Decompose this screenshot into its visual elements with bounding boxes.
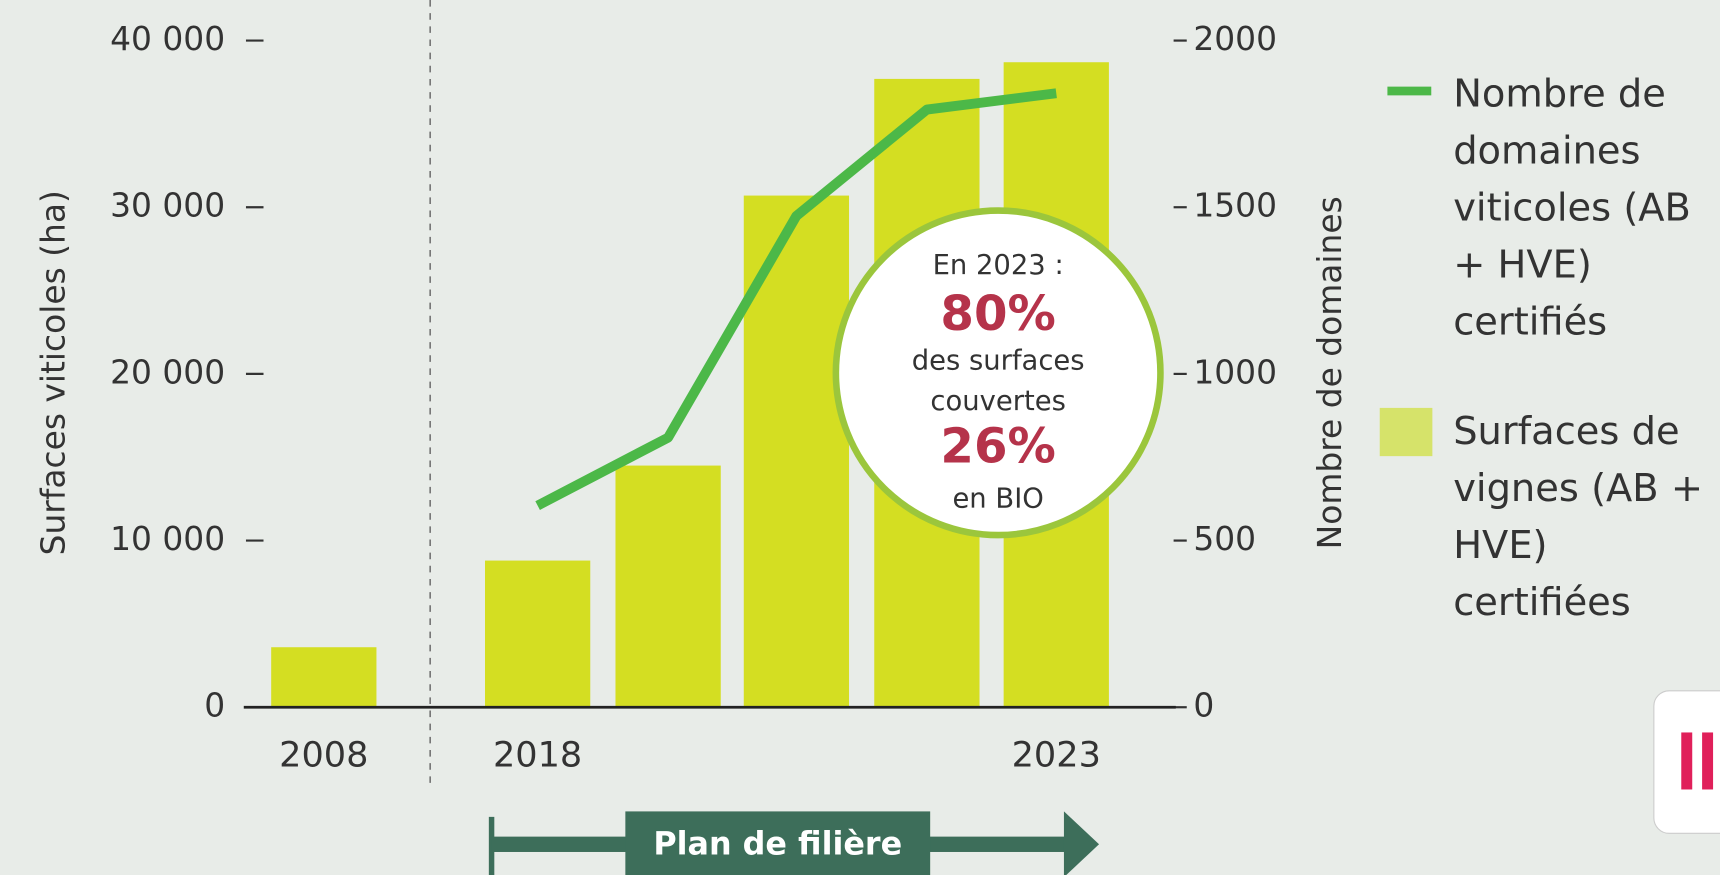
x-tick-label: 2018 bbox=[493, 735, 582, 776]
y2-tick-label: 0 bbox=[1193, 686, 1214, 725]
annotation-text: couvertes bbox=[930, 386, 1065, 417]
legend-entry: Surfaces de vignes (AB + HVE) certifiées bbox=[1453, 410, 1703, 625]
period-box bbox=[625, 811, 931, 875]
y-tick-label: 30 000 bbox=[110, 186, 225, 225]
annotation-circle bbox=[832, 207, 1164, 539]
y-tick-label: 0 bbox=[204, 686, 225, 725]
y-tick-label: 20 000 bbox=[110, 352, 225, 391]
y-tick-label: 40 000 bbox=[110, 19, 225, 58]
annotation-text: 26% bbox=[940, 419, 1055, 475]
x-tick-label: 2008 bbox=[279, 735, 368, 776]
period-label: Plan de filière bbox=[653, 825, 902, 862]
y-tick-label: 10 000 bbox=[110, 519, 225, 558]
bar bbox=[615, 465, 721, 708]
legend-label: Nombre de domaines viticoles (AB + HVE) … bbox=[1453, 72, 1691, 345]
logo-bar bbox=[1702, 732, 1714, 790]
y2-tick-label: 1000 bbox=[1193, 352, 1277, 391]
arrow-head bbox=[1063, 811, 1100, 875]
logo-bar bbox=[1681, 732, 1693, 790]
period-arrow: Plan de filière bbox=[488, 811, 1100, 875]
y2-tick-label: 500 bbox=[1193, 519, 1256, 558]
legend-label: Surfaces de vignes (AB + HVE) certifiées bbox=[1453, 410, 1703, 625]
logo-fragment bbox=[1653, 690, 1720, 834]
bar bbox=[485, 560, 591, 708]
legend-entry: Nombre de domaines viticoles (AB + HVE) … bbox=[1453, 72, 1691, 345]
y2-tick-label: 1500 bbox=[1193, 186, 1277, 225]
y2-tick-label: 2000 bbox=[1193, 19, 1277, 58]
annotation-text: 80% bbox=[940, 286, 1055, 342]
bar bbox=[271, 647, 377, 708]
annotation-text: des surfaces bbox=[912, 345, 1085, 376]
annotation-text: en BIO bbox=[952, 484, 1043, 515]
x-tick-label: 2023 bbox=[1012, 735, 1101, 776]
y-axis-label: Surfaces viticoles (ha) bbox=[34, 190, 73, 555]
line bbox=[535, 88, 1057, 510]
legend-swatch bbox=[1379, 407, 1433, 457]
annotation-text: En 2023 : bbox=[933, 250, 1064, 281]
y2-axis-label: Nombre de domaines bbox=[1310, 196, 1349, 549]
